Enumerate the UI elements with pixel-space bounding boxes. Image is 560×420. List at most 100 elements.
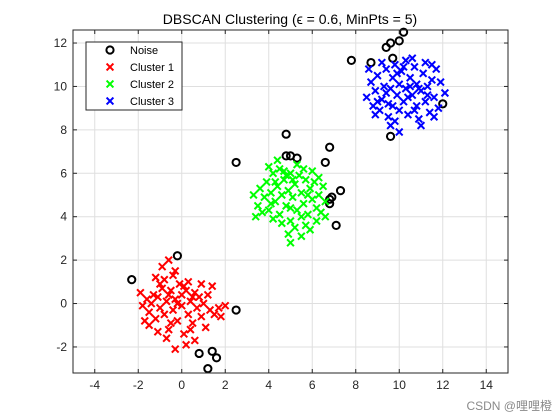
- data-point: [412, 101, 421, 111]
- x-tick-label: 0: [178, 378, 185, 392]
- data-point: [299, 199, 308, 208]
- data-point: [385, 38, 396, 48]
- data-point: [210, 310, 219, 319]
- data-point: [271, 177, 280, 187]
- data-point: [199, 299, 208, 308]
- data-point: [179, 329, 189, 339]
- data-point: [346, 55, 356, 65]
- legend-label: Noise: [130, 45, 158, 57]
- data-point: [286, 216, 295, 226]
- data-point: [297, 188, 306, 197]
- data-point: [158, 284, 167, 293]
- data-point: [249, 190, 258, 200]
- series-cluster-2: [249, 156, 330, 247]
- data-point: [153, 327, 162, 336]
- data-point: [273, 156, 282, 165]
- data-point: [279, 167, 289, 176]
- data-point: [255, 184, 265, 193]
- data-point: [284, 229, 293, 239]
- data-point: [382, 64, 391, 74]
- plot-frame: [72, 29, 509, 374]
- y-tick-label: 4: [60, 210, 67, 224]
- data-point: [286, 238, 295, 247]
- legend-marker: [105, 62, 115, 72]
- data-point: [373, 97, 382, 106]
- data-point: [388, 101, 397, 111]
- y-tick-label: -2: [56, 340, 67, 354]
- data-point: [162, 297, 171, 306]
- data-point: [136, 288, 145, 297]
- data-point: [290, 180, 299, 189]
- data-point: [303, 190, 313, 200]
- data-point: [321, 197, 330, 206]
- chart-title: DBSCAN Clustering (ϵ = 0.6, MinPts = 5): [163, 11, 417, 27]
- data-point: [266, 188, 276, 197]
- data-point: [168, 305, 178, 315]
- data-point: [429, 93, 439, 102]
- data-point: [138, 301, 147, 310]
- data-point: [181, 286, 191, 295]
- data-point: [325, 142, 335, 152]
- y-tick-label: 12: [54, 36, 68, 50]
- data-point: [186, 325, 195, 334]
- data-point: [197, 312, 206, 321]
- data-point: [414, 114, 423, 124]
- data-point: [221, 301, 230, 310]
- data-point: [371, 110, 380, 119]
- data-point: [395, 106, 404, 115]
- data-point: [325, 194, 335, 204]
- data-point: [327, 192, 337, 202]
- data-point: [414, 84, 423, 93]
- data-point: [194, 348, 204, 359]
- data-point: [366, 77, 376, 87]
- data-point: [292, 160, 302, 169]
- data-point: [188, 292, 197, 302]
- data-point: [384, 112, 393, 121]
- data-point: [258, 208, 267, 217]
- data-point: [403, 93, 413, 102]
- data-point: [175, 279, 184, 289]
- data-point: [395, 127, 404, 137]
- x-tick-label: 14: [480, 378, 494, 392]
- x-tick-label: -4: [89, 378, 100, 392]
- data-point: [397, 67, 406, 76]
- data-point: [190, 336, 199, 345]
- legend-marker: [105, 79, 115, 89]
- data-point: [127, 275, 137, 285]
- data-point: [382, 88, 391, 98]
- data-point: [406, 82, 415, 91]
- data-point: [438, 99, 448, 109]
- data-point: [299, 164, 308, 174]
- data-point: [231, 157, 241, 168]
- data-point: [288, 175, 297, 184]
- data-point: [408, 91, 417, 100]
- watermark: CSDN @哩哩橙: [466, 399, 552, 413]
- series-cluster-1: [136, 256, 230, 354]
- data-point: [308, 167, 317, 176]
- data-point: [253, 201, 262, 210]
- data-point: [168, 271, 178, 280]
- data-point: [399, 27, 409, 37]
- data-point: [281, 129, 291, 139]
- data-point: [264, 206, 273, 215]
- data-point: [412, 80, 421, 89]
- data-point: [251, 212, 260, 221]
- y-tick-label: 0: [60, 297, 67, 311]
- data-point: [277, 219, 286, 228]
- data-point: [384, 99, 393, 108]
- data-point: [197, 279, 206, 289]
- data-point: [181, 340, 191, 349]
- data-point: [149, 290, 158, 299]
- data-point: [423, 91, 432, 100]
- data-point: [429, 112, 439, 121]
- legend-label: Cluster 2: [130, 79, 174, 91]
- data-point: [312, 216, 321, 226]
- data-point: [399, 62, 408, 72]
- data-point: [410, 62, 419, 72]
- data-point: [286, 169, 295, 178]
- data-point: [171, 345, 180, 354]
- data-point: [208, 282, 217, 291]
- legend-entry: Cluster 2: [105, 79, 174, 91]
- data-point: [401, 56, 410, 65]
- data-point: [173, 299, 182, 308]
